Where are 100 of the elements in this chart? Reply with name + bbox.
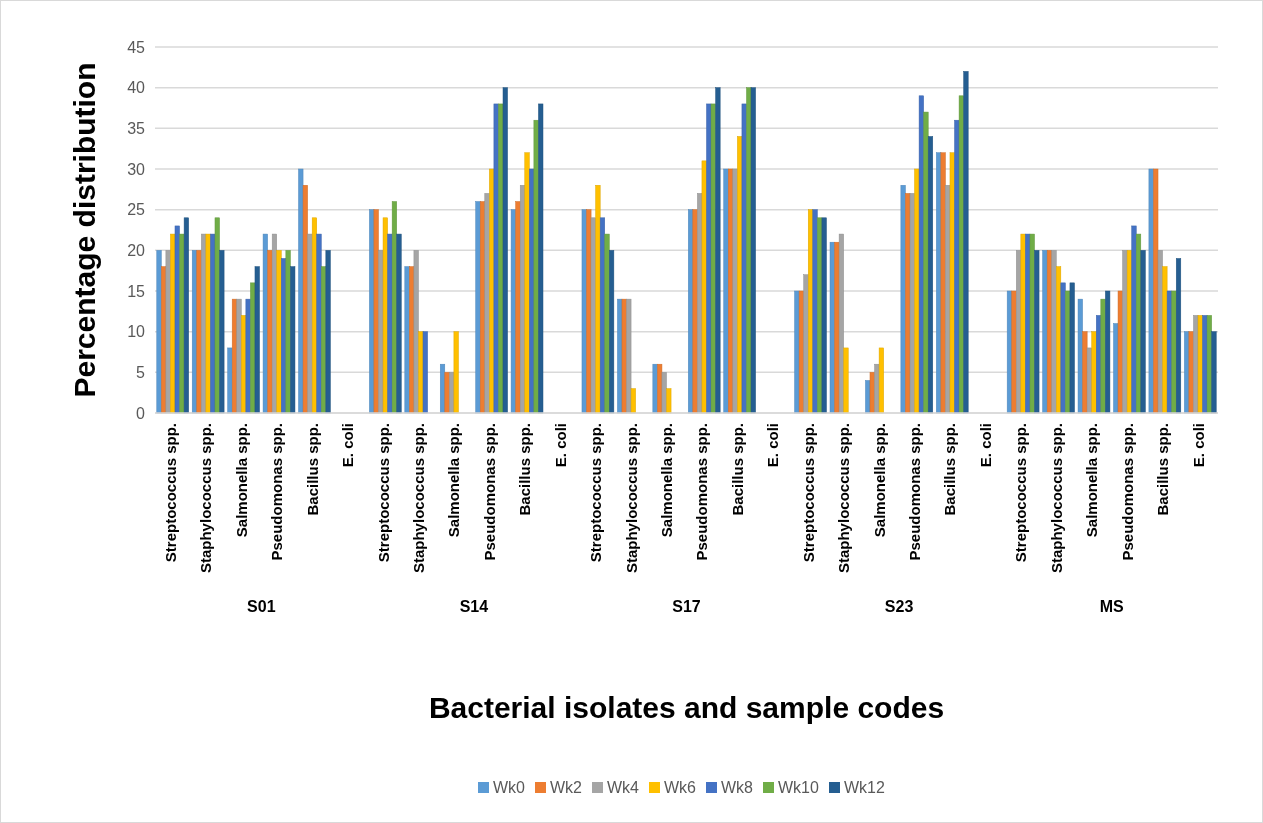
bar (798, 290, 804, 414)
bar (493, 103, 499, 414)
y-tick-label: 5 (136, 363, 146, 381)
legend-label: Wk8 (721, 779, 754, 796)
bar (661, 372, 667, 414)
text: S17 (672, 598, 701, 615)
bar (254, 266, 260, 414)
x-tick-label: Bacillus spp. (516, 423, 534, 516)
bar (396, 233, 402, 414)
bar (538, 103, 544, 414)
x-tick-label: Streptococcus spp. (374, 423, 392, 563)
bar (316, 233, 322, 414)
bar (821, 217, 827, 414)
bar (1131, 225, 1137, 414)
bar (949, 152, 955, 414)
y-tick-label: 20 (127, 241, 146, 259)
bar (732, 168, 738, 414)
y-axis-title: Percentage distribution (68, 62, 101, 398)
bar (165, 250, 171, 414)
bar (869, 372, 875, 414)
legend-label: Wk4 (607, 779, 640, 796)
legend-label: Wk10 (778, 779, 819, 796)
x-tick-label: Salmonella spp. (1083, 423, 1101, 538)
x-tick-label: Pseudomonas spp. (1118, 423, 1136, 561)
y-tick-label: 40 (127, 79, 146, 97)
bar (1188, 331, 1194, 414)
bar (1206, 315, 1212, 414)
x-tick-label: Bacillus spp. (303, 423, 321, 516)
x-tick-label: E. coli (976, 423, 994, 468)
y-tick-label: 15 (127, 282, 146, 300)
x-tick-label: Pseudomonas spp. (268, 423, 286, 561)
bar (878, 347, 884, 414)
bar (262, 233, 268, 414)
bar (1171, 290, 1177, 414)
bar (214, 217, 220, 414)
bar (285, 250, 291, 414)
bar (666, 388, 672, 414)
y-tick-label: 10 (127, 323, 146, 341)
text: S01 (247, 598, 276, 615)
x-tick-label: Salmonella spp. (232, 423, 250, 538)
bar (626, 298, 632, 414)
bar (630, 388, 636, 414)
bar (590, 217, 596, 414)
bar (404, 266, 410, 414)
bar (701, 160, 707, 414)
bar (595, 185, 601, 414)
bar (1042, 250, 1048, 414)
bar (1011, 290, 1017, 414)
bar (267, 250, 273, 414)
bar (502, 87, 508, 414)
x-tick-label: Staphylococcus spp. (409, 423, 427, 574)
bar (1060, 282, 1066, 414)
x-tick-label: E. coli (339, 423, 357, 468)
bar (715, 87, 721, 414)
x-tick-label: Salmonella spp. (658, 423, 675, 538)
legend-label: Wk0 (493, 779, 526, 796)
x-tick-label: Pseudomonas spp. (906, 423, 924, 561)
bar (1020, 233, 1026, 414)
bar (812, 209, 818, 414)
x-axis-title: Bacterial isolates and sample codes (428, 691, 945, 724)
bar (196, 250, 202, 414)
bar (444, 372, 450, 414)
bar (609, 250, 615, 414)
bar (1211, 331, 1217, 414)
bar (290, 266, 296, 414)
bar (276, 250, 282, 414)
x-tick-label: Pseudomonas spp. (480, 423, 498, 561)
text: S23 (884, 598, 914, 615)
bar (581, 209, 587, 414)
bar (710, 103, 716, 414)
bar (838, 233, 844, 414)
x-tick-label: Bacillus spp. (1154, 423, 1172, 516)
bar (183, 217, 189, 414)
bar (900, 185, 906, 414)
bar (1034, 250, 1040, 414)
x-tick-label: Staphylococcus spp. (1047, 423, 1065, 574)
bar (413, 250, 419, 414)
bar (843, 347, 849, 414)
bar (387, 233, 393, 414)
bar (750, 87, 756, 414)
x-tick-label: Bacillus spp. (728, 423, 746, 516)
x-tick-label: Streptococcus spp. (1012, 423, 1030, 563)
bar (1029, 233, 1035, 414)
bar (236, 298, 242, 414)
text: MS (1099, 598, 1125, 615)
x-tick-label: Staphylococcus spp. (197, 423, 215, 574)
bar (1117, 290, 1123, 414)
bar (524, 152, 530, 414)
bar (1126, 250, 1132, 414)
x-tick-label: Streptococcus spp. (587, 423, 605, 563)
bar (227, 347, 233, 414)
bar (382, 217, 388, 414)
bar (219, 250, 225, 414)
bar (604, 233, 610, 414)
y-tick-label: 45 (127, 38, 146, 56)
bar (692, 209, 698, 414)
bar (923, 111, 929, 414)
x-tick-label: Streptococcus spp. (799, 423, 817, 563)
bar (307, 233, 313, 414)
text: S14 (459, 598, 489, 615)
